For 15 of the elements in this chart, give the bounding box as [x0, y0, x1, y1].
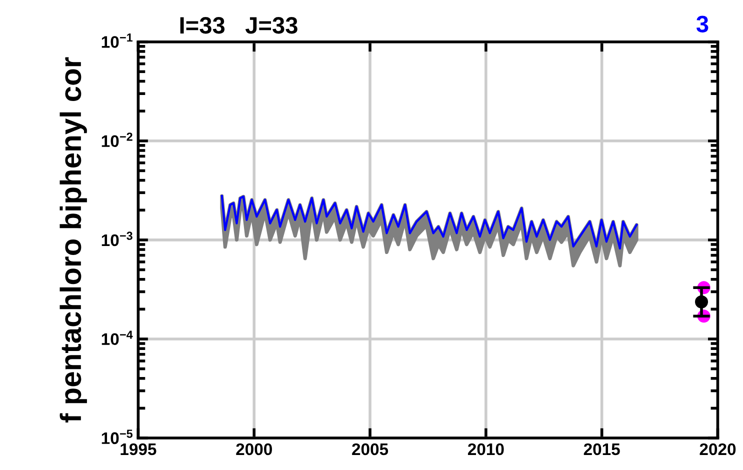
line-series: [220, 194, 638, 250]
x-tick-label: 2015: [584, 443, 620, 456]
y-tick-label: 10$^{−2}$: [102, 132, 132, 148]
x-tick-label: 2005: [352, 443, 388, 456]
y-tick-label: 10$^{−3}$: [102, 232, 132, 246]
y-tick-label: 10$^{−5}$: [102, 430, 133, 444]
x-tick-label: 2010: [468, 443, 504, 456]
x-tick-label: 2020: [700, 443, 736, 456]
x-tick-label: 1995: [120, 443, 156, 456]
y-tick-label: 10$^{−4}$: [102, 330, 133, 346]
chart-title: I=33 J=33: [180, 17, 298, 34]
y-tick-label: 10$^{−1}$: [102, 34, 133, 48]
y-axis-title: f pentachloro biphenyl cor: [60, 57, 87, 423]
x-tick-label: 2000: [236, 443, 272, 456]
text: 3: [696, 16, 708, 32]
